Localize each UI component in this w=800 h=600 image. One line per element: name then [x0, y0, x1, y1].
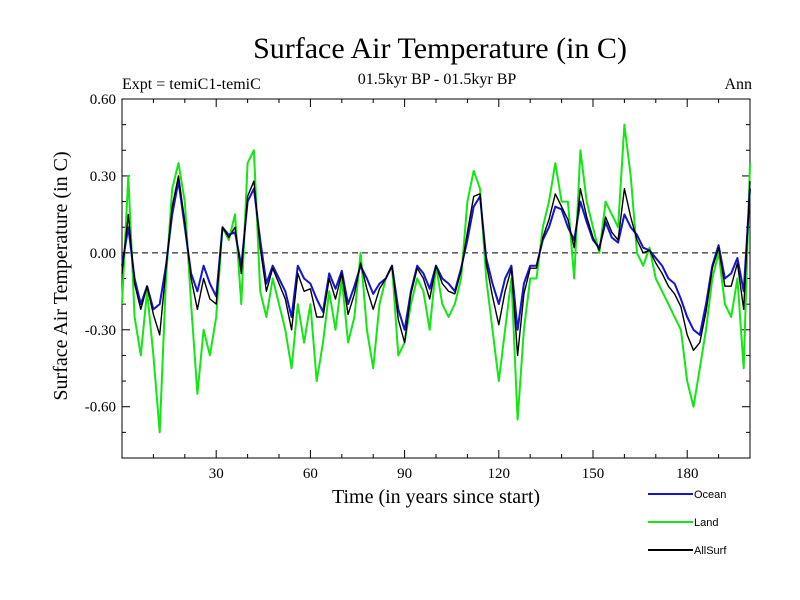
legend: Ocean Land AllSurf: [648, 489, 727, 557]
x-tick-label: 90: [397, 466, 412, 482]
y-tick-label: -0.30: [85, 323, 116, 339]
legend-label-land: Land: [694, 517, 718, 529]
y-tick-label: 0.60: [90, 92, 116, 108]
y-tick-label: -0.60: [85, 400, 116, 416]
series-line-allsurf: [121, 175, 751, 357]
series-lines: [121, 123, 751, 434]
series-line-land: [121, 123, 751, 434]
season-label: Ann: [724, 76, 752, 93]
y-axis-label: Surface Air Temperature (in C): [50, 151, 72, 400]
experiment-label: Expt = temiC1-temiC: [122, 76, 261, 93]
y-tick-label: 0.00: [90, 246, 116, 262]
y-tick-label: 0.30: [90, 169, 116, 185]
x-tick-label: 120: [488, 466, 511, 482]
x-axis-label: Time (in years since start): [332, 486, 540, 508]
x-tick-label: 150: [582, 466, 605, 482]
period-label: 01.5kyr BP - 01.5kyr BP: [358, 71, 517, 88]
x-axis-ticks: 30 60 90 120 150 180: [121, 99, 751, 482]
chart-title: Surface Air Temperature (in C): [253, 32, 627, 65]
x-tick-label: 30: [209, 466, 224, 482]
x-tick-label: 180: [676, 466, 699, 482]
legend-label-allsurf: AllSurf: [694, 545, 727, 557]
y-axis-ticks: 0.60 0.30 0.00 -0.30 -0.60: [85, 92, 750, 459]
x-tick-label: 60: [303, 466, 318, 482]
legend-label-ocean: Ocean: [694, 489, 726, 501]
